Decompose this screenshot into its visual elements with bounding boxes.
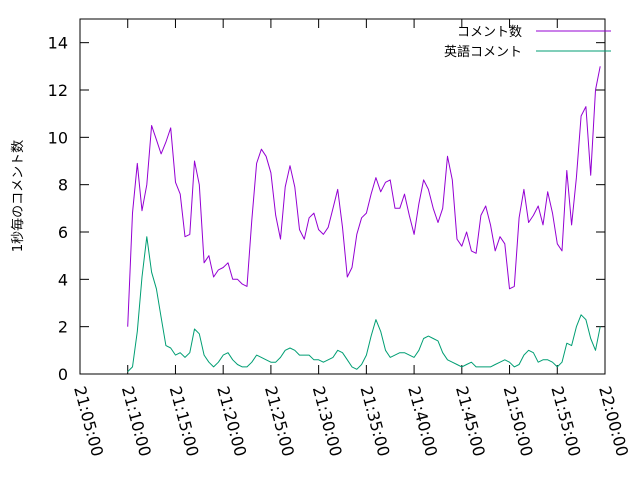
legend-label: 英語コメント (444, 44, 522, 60)
y-axis-label: 1秒毎のコメント数 (10, 140, 26, 252)
x-tick-label: 21:25:00 (261, 384, 298, 458)
x-tick-label: 21:50:00 (500, 384, 537, 458)
y-tick-label: 10 (48, 128, 68, 147)
x-tick-label: 21:40:00 (404, 384, 441, 458)
y-tick-label: 0 (58, 365, 68, 384)
x-tick-label: 21:10:00 (118, 384, 155, 458)
series-line-1 (127, 66, 601, 327)
x-tick-label: 22:00:00 (595, 384, 632, 458)
y-tick-label: 6 (58, 223, 68, 242)
x-tick-label: 21:45:00 (452, 384, 489, 458)
legend-label: コメント数 (457, 25, 522, 40)
x-tick-label: 21:05:00 (70, 384, 107, 458)
y-tick-label: 12 (48, 81, 68, 100)
plot-frame (79, 18, 606, 375)
y-tick-label: 2 (58, 318, 68, 337)
x-tick-label: 21:15:00 (166, 384, 203, 458)
x-tick-label: 21:20:00 (213, 384, 250, 458)
x-tick-label: 21:55:00 (547, 384, 584, 458)
series-line-2 (127, 236, 601, 372)
x-tick-label: 21:35:00 (356, 384, 393, 458)
x-tick-label: 21:30:00 (309, 384, 346, 458)
y-tick-label: 8 (58, 176, 68, 195)
y-tick-label: 4 (58, 270, 68, 289)
y-tick-label: 14 (48, 34, 68, 53)
